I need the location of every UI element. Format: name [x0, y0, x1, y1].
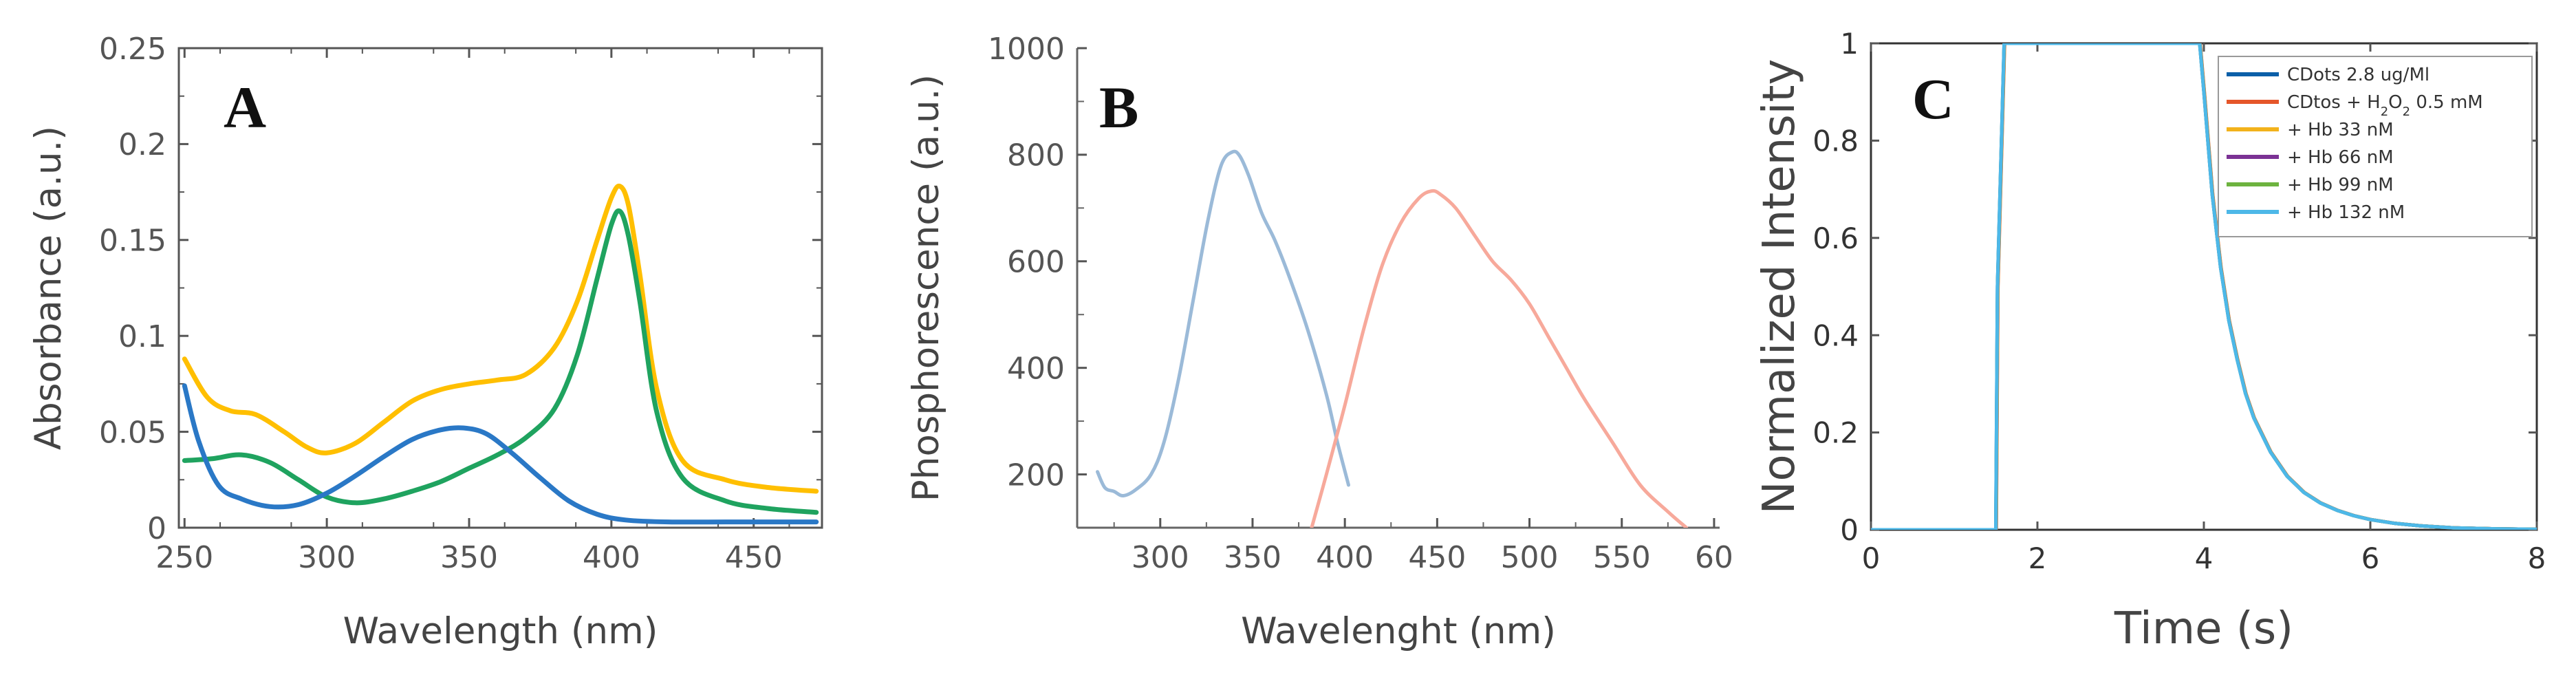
x-tick-label: 8 — [2528, 541, 2546, 575]
legend-label-part: 0.5 mM — [2410, 92, 2483, 113]
series-line — [1871, 43, 2537, 530]
y-axis-label: Normalized Intensity — [1754, 59, 1805, 515]
y-tick-label: 0 — [147, 511, 166, 546]
y-tick-label: 0.25 — [99, 32, 166, 67]
x-tick-label: 300 — [1132, 540, 1189, 575]
x-axis-label: Wavelength (nm) — [343, 610, 658, 652]
series-line-green — [182, 208, 819, 515]
x-tick-label: 400 — [1316, 540, 1374, 575]
series-line-excitation — [1096, 149, 1350, 498]
y-tick-label: 0.2 — [1812, 416, 1859, 450]
series-line-emission — [1310, 189, 1689, 528]
legend-label: CDots 2.8 ug/Ml — [2287, 65, 2429, 85]
series-group — [1096, 149, 1689, 528]
y-tick-label: 200 — [1007, 458, 1065, 493]
x-tick-label: 500 — [1501, 540, 1559, 575]
y-tick-label: 0.15 — [99, 224, 166, 259]
x-tick-label: 350 — [1224, 540, 1281, 575]
legend-label-part: + Hb 132 nM — [2287, 202, 2405, 223]
legend-label-part: O — [2388, 92, 2402, 113]
x-tick-label: 4 — [2195, 541, 2214, 575]
y-tick-label: 400 — [1007, 352, 1065, 387]
series-group — [182, 183, 819, 525]
x-tick-label: 60 — [1695, 540, 1733, 575]
panel-label: C — [1912, 67, 1954, 131]
panel-label: A — [224, 74, 266, 140]
series-line-yellow — [182, 183, 819, 494]
y-tick-label: 800 — [1007, 138, 1065, 173]
legend-label: + Hb 99 nM — [2287, 175, 2394, 195]
chart-panel-a: 250 300 350 400 450 0 0.05 0.1 0.15 0.2 0.25 Wavele… — [28, 32, 823, 652]
y-tick-label: 0.2 — [118, 127, 166, 162]
x-tick-label: 350 — [440, 540, 498, 575]
y-tick-label: 0 — [1840, 513, 1859, 547]
y-tick-label: 0.1 — [118, 319, 166, 354]
panel-label: B — [1099, 74, 1138, 140]
x-tick-label: 250 — [155, 540, 213, 575]
x-tick-label: 6 — [2361, 541, 2380, 575]
series-group — [1871, 43, 2537, 530]
legend-label-part: 2 — [2381, 105, 2388, 119]
x-axis-label: Wavelenght (nm) — [1241, 610, 1556, 652]
x-tick-label: 300 — [298, 540, 356, 575]
legend-label-part: + Hb 66 nM — [2287, 147, 2394, 168]
legend-label-part: CDots 2.8 ug/Ml — [2287, 65, 2429, 85]
legend-label: + Hb 66 nM — [2287, 147, 2394, 168]
x-tick-label: 450 — [1408, 540, 1466, 575]
legend-label-part: 2 — [2403, 105, 2410, 119]
legend-label-part: + Hb 99 nM — [2287, 175, 2394, 195]
legend-label: + Hb 132 nM — [2287, 202, 2405, 223]
legend-label: + Hb 33 nM — [2287, 120, 2394, 140]
legend-label: CDtos + H2O2 0.5 mM — [2287, 92, 2483, 119]
y-tick-label: 0.6 — [1812, 222, 1859, 255]
y-tick-label: 0.4 — [1812, 319, 1859, 352]
x-tick-label: 550 — [1593, 540, 1651, 575]
y-axis-label: Phosphorescence (a.u.) — [905, 74, 947, 502]
series-line-blue — [182, 383, 819, 525]
legend-label-part: + Hb 33 nM — [2287, 120, 2394, 140]
x-tick-label: 400 — [583, 540, 640, 575]
x-tick-label: 0 — [1862, 541, 1881, 575]
y-tick-label: 1 — [1840, 27, 1859, 61]
y-tick-label: 600 — [1007, 245, 1065, 280]
chart-panel-c: 0 2 4 6 8 0 0.2 0.4 0.6 0.8 1 Time (s) Normalized In… — [1754, 27, 2546, 654]
legend-label-part: CDtos + H — [2287, 92, 2381, 113]
chart-panel-b: 300 350 400 450 500 550 60 200 400 600 800 1000 Wave… — [905, 32, 1733, 652]
y-tick-label: 0.8 — [1812, 125, 1859, 158]
x-tick-label: 450 — [725, 540, 783, 575]
legend-box — [2218, 56, 2533, 237]
y-axis-label: Absorbance (a.u.) — [28, 126, 69, 450]
x-tick-label: 2 — [2028, 541, 2047, 575]
y-tick-label: 1000 — [988, 32, 1065, 67]
x-axis-label: Time (s) — [2114, 603, 2293, 654]
y-tick-label: 0.05 — [99, 415, 166, 450]
